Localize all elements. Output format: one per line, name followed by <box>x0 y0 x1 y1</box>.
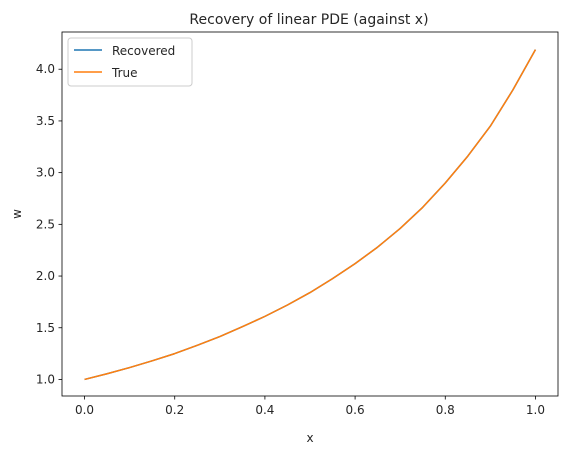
y-tick-label: 3.0 <box>36 166 55 180</box>
x-tick-label: 0.2 <box>165 403 184 417</box>
x-tick-label: 1.0 <box>526 403 545 417</box>
y-tick-label: 2.5 <box>36 217 55 231</box>
legend: Recovered True <box>67 37 193 87</box>
chart-title: Recovery of linear PDE (against x) <box>189 12 428 28</box>
x-axis-ticks: 0.0 0.2 0.4 0.6 0.8 1.0 <box>75 396 545 417</box>
plot-frame <box>61 31 559 397</box>
y-axis-ticks: 1.0 1.5 2.0 2.5 3.0 3.5 4.0 <box>36 62 62 386</box>
y-tick-label: 3.5 <box>36 114 55 128</box>
x-tick-label: 0.0 <box>75 403 94 417</box>
y-tick-label: 1.5 <box>36 321 55 335</box>
series-line-recovered <box>84 49 537 381</box>
x-tick-label: 0.6 <box>346 403 365 417</box>
series-layer <box>84 49 537 381</box>
y-tick-label: 4.0 <box>36 62 55 76</box>
y-tick-label: 2.0 <box>36 269 55 283</box>
y-axis-label: w <box>10 209 24 219</box>
x-axis-label: x <box>306 431 313 445</box>
legend-label-recovered: Recovered <box>112 44 175 58</box>
y-tick-label: 1.0 <box>36 372 55 386</box>
x-tick-label: 0.4 <box>255 403 274 417</box>
x-tick-label: 0.8 <box>436 403 455 417</box>
legend-label-true: True <box>111 66 138 80</box>
series-line-true <box>84 49 537 381</box>
